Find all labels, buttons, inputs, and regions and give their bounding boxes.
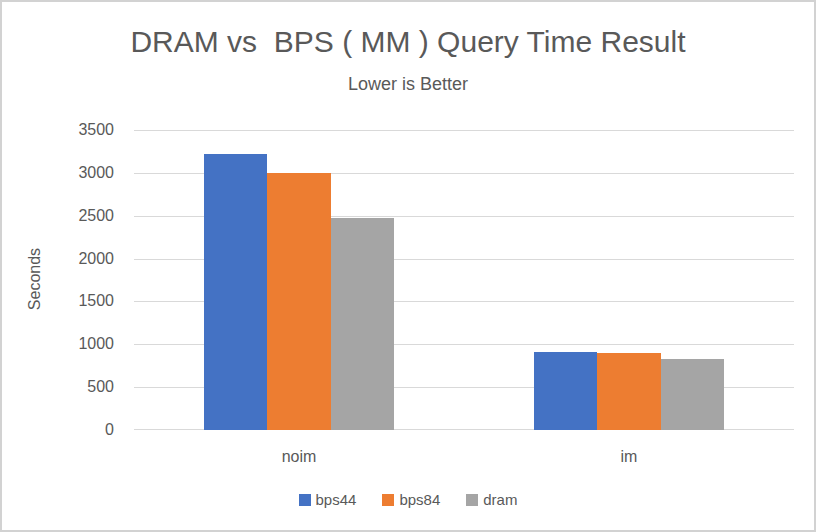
chart-title: DRAM vs BPS ( MM ) Query Time Result <box>2 24 814 60</box>
legend-item-bps44: bps44 <box>299 491 357 508</box>
gridline <box>134 130 794 131</box>
legend: bps44 bps84 dram <box>2 491 814 508</box>
legend-swatch-dram <box>466 494 478 506</box>
bar-bps44-im <box>534 352 598 430</box>
y-tick-label: 3000 <box>44 164 114 182</box>
legend-label: dram <box>483 491 517 508</box>
bar-bps84-im <box>597 353 661 430</box>
y-tick-label: 1000 <box>44 335 114 353</box>
y-tick-label: 2000 <box>44 250 114 268</box>
legend-swatch-bps84 <box>382 494 394 506</box>
y-axis-title: Seconds <box>26 169 44 389</box>
legend-label: bps44 <box>316 491 357 508</box>
bar-bps44-noim <box>204 154 268 430</box>
plot-area <box>134 130 794 430</box>
legend-item-bps84: bps84 <box>382 491 440 508</box>
legend-item-dram: dram <box>466 491 517 508</box>
chart-subtitle: Lower is Better <box>2 73 814 95</box>
chart: DRAM vs BPS ( MM ) Query Time Result Low… <box>0 0 816 532</box>
y-tick-label: 3500 <box>44 121 114 139</box>
y-tick-label: 0 <box>44 421 114 439</box>
bar-dram-im <box>661 359 725 430</box>
bar-bps84-noim <box>267 173 331 430</box>
bar-dram-noim <box>331 218 395 430</box>
x-category-label-noim: noim <box>239 447 359 467</box>
x-category-label-im: im <box>569 447 689 467</box>
y-tick-label: 500 <box>44 378 114 396</box>
y-tick-label: 2500 <box>44 207 114 225</box>
legend-label: bps84 <box>399 491 440 508</box>
legend-swatch-bps44 <box>299 494 311 506</box>
y-tick-label: 1500 <box>44 292 114 310</box>
